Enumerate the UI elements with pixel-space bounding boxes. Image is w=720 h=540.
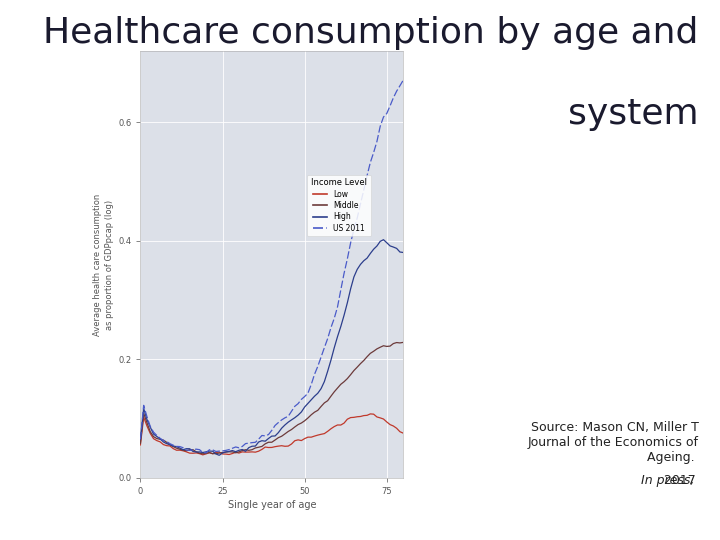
US 2011 bbox=[202, 450, 210, 456]
Y-axis label: Average health care consumption
as proportion of GDPpcap (log): Average health care consumption as propo… bbox=[93, 193, 114, 336]
US 2011 bbox=[284, 413, 292, 420]
US 2011 bbox=[353, 215, 361, 221]
Low bbox=[333, 422, 342, 428]
Middle bbox=[353, 364, 361, 370]
High bbox=[399, 249, 408, 256]
High bbox=[136, 436, 145, 442]
Low bbox=[284, 443, 292, 449]
High bbox=[353, 266, 361, 273]
US 2011 bbox=[366, 159, 374, 166]
Legend: Low, Middle, High, US 2011: Low, Middle, High, US 2011 bbox=[307, 174, 371, 237]
High bbox=[376, 238, 384, 245]
High bbox=[304, 400, 312, 407]
Text: system: system bbox=[568, 97, 698, 131]
Middle bbox=[136, 440, 145, 447]
Middle bbox=[366, 350, 374, 356]
Text: Healthcare consumption by age and: Healthcare consumption by age and bbox=[43, 16, 698, 50]
US 2011 bbox=[376, 123, 384, 130]
Low bbox=[199, 451, 207, 458]
Line: Middle: Middle bbox=[140, 342, 403, 454]
US 2011 bbox=[333, 303, 342, 310]
Text: In press,: In press, bbox=[642, 474, 695, 487]
US 2011 bbox=[399, 77, 408, 84]
Line: US 2011: US 2011 bbox=[140, 80, 403, 453]
Middle bbox=[333, 385, 342, 392]
Middle bbox=[376, 344, 384, 350]
Text: Source: Mason CN, Miller T
Journal of the Economics of
Ageing.: Source: Mason CN, Miller T Journal of th… bbox=[527, 421, 698, 464]
US 2011 bbox=[136, 436, 145, 443]
Line: Low: Low bbox=[140, 414, 403, 455]
Low bbox=[399, 430, 408, 436]
X-axis label: Single year of age: Single year of age bbox=[228, 500, 316, 510]
Line: High: High bbox=[140, 240, 403, 455]
High bbox=[333, 333, 342, 340]
Middle bbox=[199, 450, 207, 457]
Middle bbox=[284, 428, 292, 435]
High bbox=[215, 452, 224, 458]
High bbox=[366, 250, 374, 256]
Low bbox=[136, 442, 145, 448]
High bbox=[379, 237, 388, 243]
Low bbox=[379, 416, 388, 422]
High bbox=[284, 419, 292, 426]
Low bbox=[304, 434, 312, 441]
Low bbox=[353, 414, 361, 420]
US 2011 bbox=[304, 390, 312, 396]
Text: 2017: 2017 bbox=[631, 474, 696, 487]
Middle bbox=[304, 415, 312, 421]
Middle bbox=[399, 339, 408, 346]
Low bbox=[369, 411, 378, 417]
Low bbox=[366, 410, 374, 417]
